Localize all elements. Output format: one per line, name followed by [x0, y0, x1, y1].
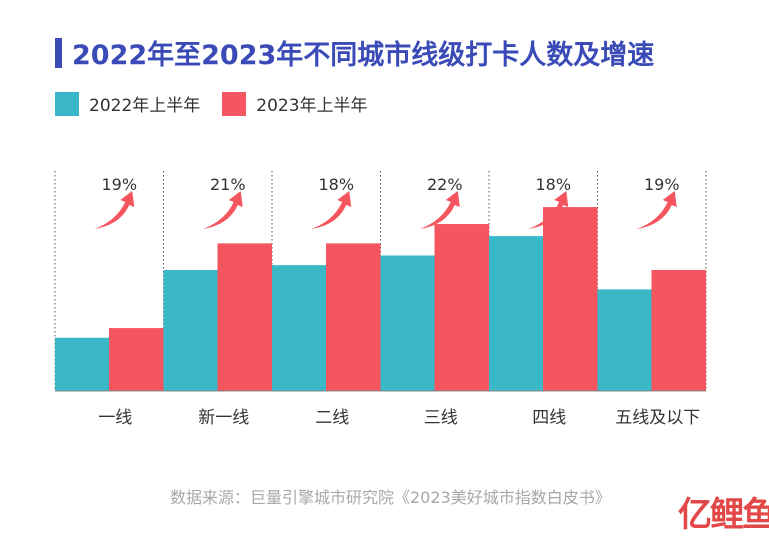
x-tick-label: 四线 — [532, 408, 566, 428]
growth-label: 22% — [427, 175, 463, 194]
legend-label-2023: 2023年上半年 — [256, 96, 368, 116]
growth-arrow-icon — [311, 191, 352, 229]
legend-item-2022: 2022年上半年 — [55, 91, 200, 116]
x-tick-label: 一线 — [98, 408, 132, 428]
bar-2023-1 — [217, 243, 272, 391]
legend-swatch-2022 — [55, 91, 79, 116]
bar-2022-2 — [272, 265, 327, 391]
growth-arrow-icon — [94, 191, 135, 229]
legend: 2022年上半年 2023年上半年 — [55, 91, 390, 116]
growth-label: 19% — [644, 175, 680, 194]
watermark-logo: 亿鲤鱼 — [678, 495, 769, 535]
bar-2023-4 — [543, 207, 598, 391]
bar-2022-1 — [163, 270, 218, 391]
legend-label-2022: 2022年上半年 — [89, 96, 201, 116]
bar-2022-0 — [55, 337, 110, 391]
legend-item-2023: 2023年上半年 — [222, 91, 368, 116]
x-tick-label: 三线 — [424, 408, 458, 428]
bar-2023-5 — [651, 270, 706, 391]
growth-label: 19% — [101, 175, 137, 194]
growth-arrow-icon — [528, 191, 569, 229]
x-tick-label: 五线及以下 — [615, 408, 700, 428]
bar-2023-2 — [326, 243, 381, 391]
growth-arrow-icon — [636, 191, 677, 229]
bar-2022-3 — [380, 255, 435, 391]
chart-title: 2022年至2023年不同城市线级打卡人数及增速 — [72, 40, 655, 71]
bar-2023-3 — [434, 224, 489, 391]
growth-label: 18% — [535, 175, 571, 194]
x-tick-label: 二线 — [315, 408, 349, 428]
growth-arrow-icon — [202, 191, 243, 229]
legend-swatch-2023 — [222, 91, 247, 116]
x-tick-label: 新一线 — [198, 408, 249, 428]
growth-arrow-icon — [419, 191, 460, 229]
growth-label: 21% — [210, 175, 246, 194]
bar-2023-0 — [109, 328, 164, 391]
title-accent-bar — [55, 38, 62, 68]
source-note: 数据来源：巨量引擎城市研究院《2023美好城市指数白皮书》 — [170, 488, 611, 507]
growth-label: 18% — [318, 175, 354, 194]
bar-2022-5 — [597, 289, 652, 391]
bar-2022-4 — [489, 236, 544, 391]
